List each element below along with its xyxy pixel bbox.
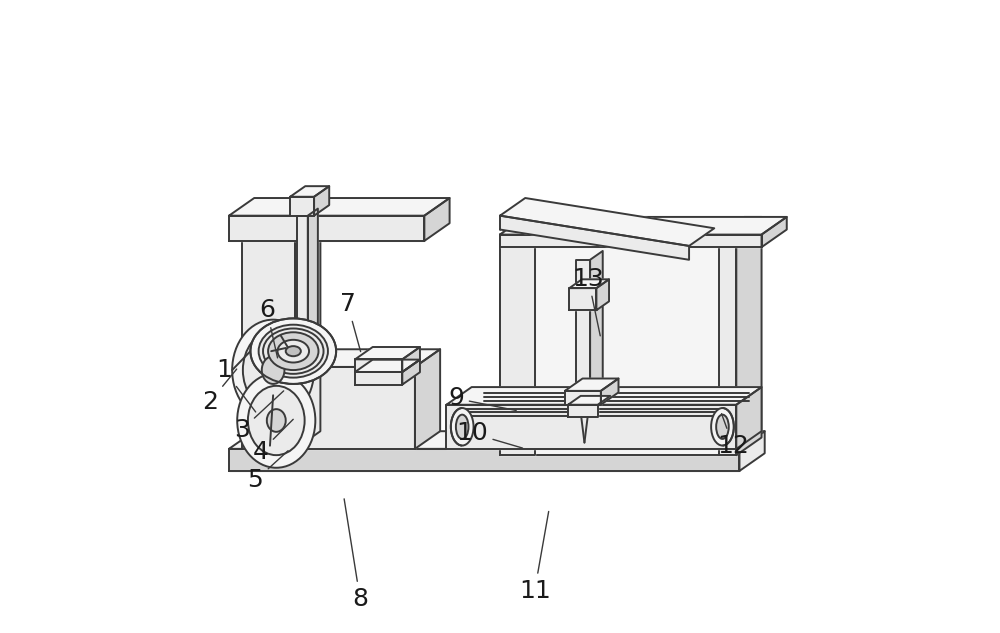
Ellipse shape [451,408,474,446]
Polygon shape [762,217,787,247]
Text: 4: 4 [253,419,293,464]
Ellipse shape [250,318,336,384]
Polygon shape [446,404,736,449]
Polygon shape [568,396,610,404]
Ellipse shape [248,386,305,455]
Ellipse shape [243,331,303,409]
Polygon shape [500,235,736,455]
Polygon shape [565,379,618,391]
Text: 12: 12 [717,413,749,458]
Polygon shape [314,186,329,216]
Polygon shape [736,387,762,449]
Text: 13: 13 [572,266,604,336]
Ellipse shape [232,320,314,420]
Polygon shape [297,216,308,335]
Text: 6: 6 [259,298,278,358]
Polygon shape [596,279,609,310]
Ellipse shape [456,415,468,439]
Polygon shape [295,367,415,449]
Ellipse shape [278,340,309,363]
Polygon shape [576,260,590,392]
Polygon shape [500,198,714,246]
Polygon shape [229,198,450,216]
Polygon shape [295,223,320,449]
Ellipse shape [268,332,318,370]
Polygon shape [565,391,601,404]
Polygon shape [590,251,603,392]
Ellipse shape [716,415,729,439]
Polygon shape [568,404,598,417]
Text: 8: 8 [344,499,368,611]
Polygon shape [355,347,420,360]
Ellipse shape [259,325,328,378]
Polygon shape [739,431,765,471]
Polygon shape [290,197,314,216]
Polygon shape [402,347,420,372]
Polygon shape [355,360,420,372]
Polygon shape [424,198,450,241]
Polygon shape [415,349,440,449]
Polygon shape [229,449,739,471]
Ellipse shape [286,346,301,356]
Text: 10: 10 [456,421,523,448]
Polygon shape [308,209,318,335]
Polygon shape [601,379,618,404]
Polygon shape [500,235,535,455]
Text: 5: 5 [248,451,288,492]
Text: 7: 7 [340,292,361,352]
Polygon shape [500,235,762,247]
Polygon shape [355,372,402,385]
Polygon shape [402,360,420,385]
Polygon shape [500,217,560,235]
Polygon shape [290,186,329,197]
Ellipse shape [262,356,284,384]
Ellipse shape [237,373,315,468]
Polygon shape [569,279,609,288]
Polygon shape [242,223,320,241]
Polygon shape [229,431,765,449]
Polygon shape [242,241,295,449]
Text: 2: 2 [202,369,237,413]
Polygon shape [295,349,440,367]
Text: 1: 1 [216,358,256,412]
Ellipse shape [267,409,286,432]
Polygon shape [229,216,424,241]
Text: 11: 11 [519,511,551,603]
Polygon shape [500,216,689,260]
Text: 3: 3 [234,391,284,442]
Polygon shape [569,288,596,310]
Polygon shape [355,360,402,372]
Polygon shape [736,217,762,455]
Polygon shape [719,217,762,235]
Polygon shape [719,235,736,455]
Ellipse shape [263,329,324,374]
Polygon shape [446,387,762,404]
Text: 9: 9 [448,386,516,410]
Ellipse shape [711,408,734,446]
Polygon shape [500,217,787,235]
